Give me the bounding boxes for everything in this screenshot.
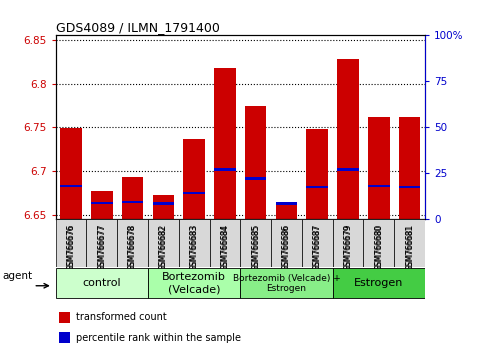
Text: GSM766685: GSM766685	[251, 224, 260, 271]
Text: Estrogen: Estrogen	[354, 278, 403, 288]
Text: GSM766683: GSM766683	[190, 223, 199, 270]
Text: GSM766677: GSM766677	[97, 224, 106, 271]
Text: GSM766677: GSM766677	[97, 223, 106, 270]
Text: GSM766686: GSM766686	[282, 224, 291, 271]
Bar	[337, 59, 359, 219]
Text: GSM766681: GSM766681	[405, 224, 414, 270]
Bar	[184, 192, 205, 194]
Bar	[91, 192, 113, 219]
Text: GSM766678: GSM766678	[128, 223, 137, 270]
Text: percentile rank within the sample: percentile rank within the sample	[76, 332, 241, 343]
Text: GSM766678: GSM766678	[128, 224, 137, 271]
Bar	[333, 268, 425, 298]
Bar	[368, 117, 390, 219]
Bar	[245, 177, 267, 179]
Bar	[86, 219, 117, 267]
Text: GSM766686: GSM766686	[282, 223, 291, 270]
Bar	[153, 195, 174, 219]
Text: GDS4089 / ILMN_1791400: GDS4089 / ILMN_1791400	[56, 21, 219, 34]
Bar	[368, 185, 390, 188]
Bar	[122, 177, 143, 219]
Text: GSM766682: GSM766682	[159, 224, 168, 270]
Text: GSM766679: GSM766679	[343, 223, 353, 270]
Text: GSM766682: GSM766682	[159, 223, 168, 269]
Text: control: control	[83, 278, 121, 288]
Bar	[210, 219, 240, 267]
Bar	[59, 332, 71, 343]
Bar	[91, 201, 113, 204]
Bar	[60, 128, 82, 219]
Text: GSM766679: GSM766679	[343, 224, 353, 271]
Bar	[245, 105, 267, 219]
Text: GSM766676: GSM766676	[67, 224, 75, 271]
Bar	[399, 117, 420, 219]
Bar	[364, 219, 394, 267]
Bar	[276, 203, 297, 219]
Text: GSM766680: GSM766680	[374, 224, 384, 271]
Bar	[307, 186, 328, 188]
Bar	[271, 219, 302, 267]
Text: Bortezomib (Velcade) +
Estrogen: Bortezomib (Velcade) + Estrogen	[233, 274, 341, 293]
Bar	[276, 202, 297, 205]
Text: agent: agent	[3, 271, 33, 281]
Bar	[333, 219, 364, 267]
Text: GSM766687: GSM766687	[313, 223, 322, 270]
Text: GSM766684: GSM766684	[220, 223, 229, 270]
Bar	[56, 268, 148, 298]
Bar	[214, 68, 236, 219]
Bar	[179, 219, 210, 267]
Bar	[240, 268, 333, 298]
Bar	[214, 168, 236, 171]
Text: GSM766680: GSM766680	[374, 223, 384, 270]
Bar	[148, 268, 241, 298]
Bar	[60, 185, 82, 188]
Bar	[302, 219, 333, 267]
Text: GSM766684: GSM766684	[220, 224, 229, 271]
Text: GSM766683: GSM766683	[190, 224, 199, 271]
Text: GSM766681: GSM766681	[405, 223, 414, 269]
Bar	[399, 186, 420, 188]
Bar	[337, 168, 359, 171]
Bar	[148, 219, 179, 267]
Bar	[184, 139, 205, 219]
Bar	[153, 202, 174, 205]
Bar	[394, 219, 425, 267]
Text: transformed count: transformed count	[76, 312, 167, 322]
Text: GSM766676: GSM766676	[67, 223, 75, 270]
Bar	[307, 129, 328, 219]
Text: GSM766687: GSM766687	[313, 224, 322, 271]
Text: Bortezomib
(Velcade): Bortezomib (Velcade)	[162, 272, 226, 294]
Bar	[240, 219, 271, 267]
Bar	[59, 312, 71, 323]
Bar	[122, 201, 143, 203]
Text: GSM766685: GSM766685	[251, 223, 260, 270]
Bar	[117, 219, 148, 267]
Bar	[56, 219, 86, 267]
